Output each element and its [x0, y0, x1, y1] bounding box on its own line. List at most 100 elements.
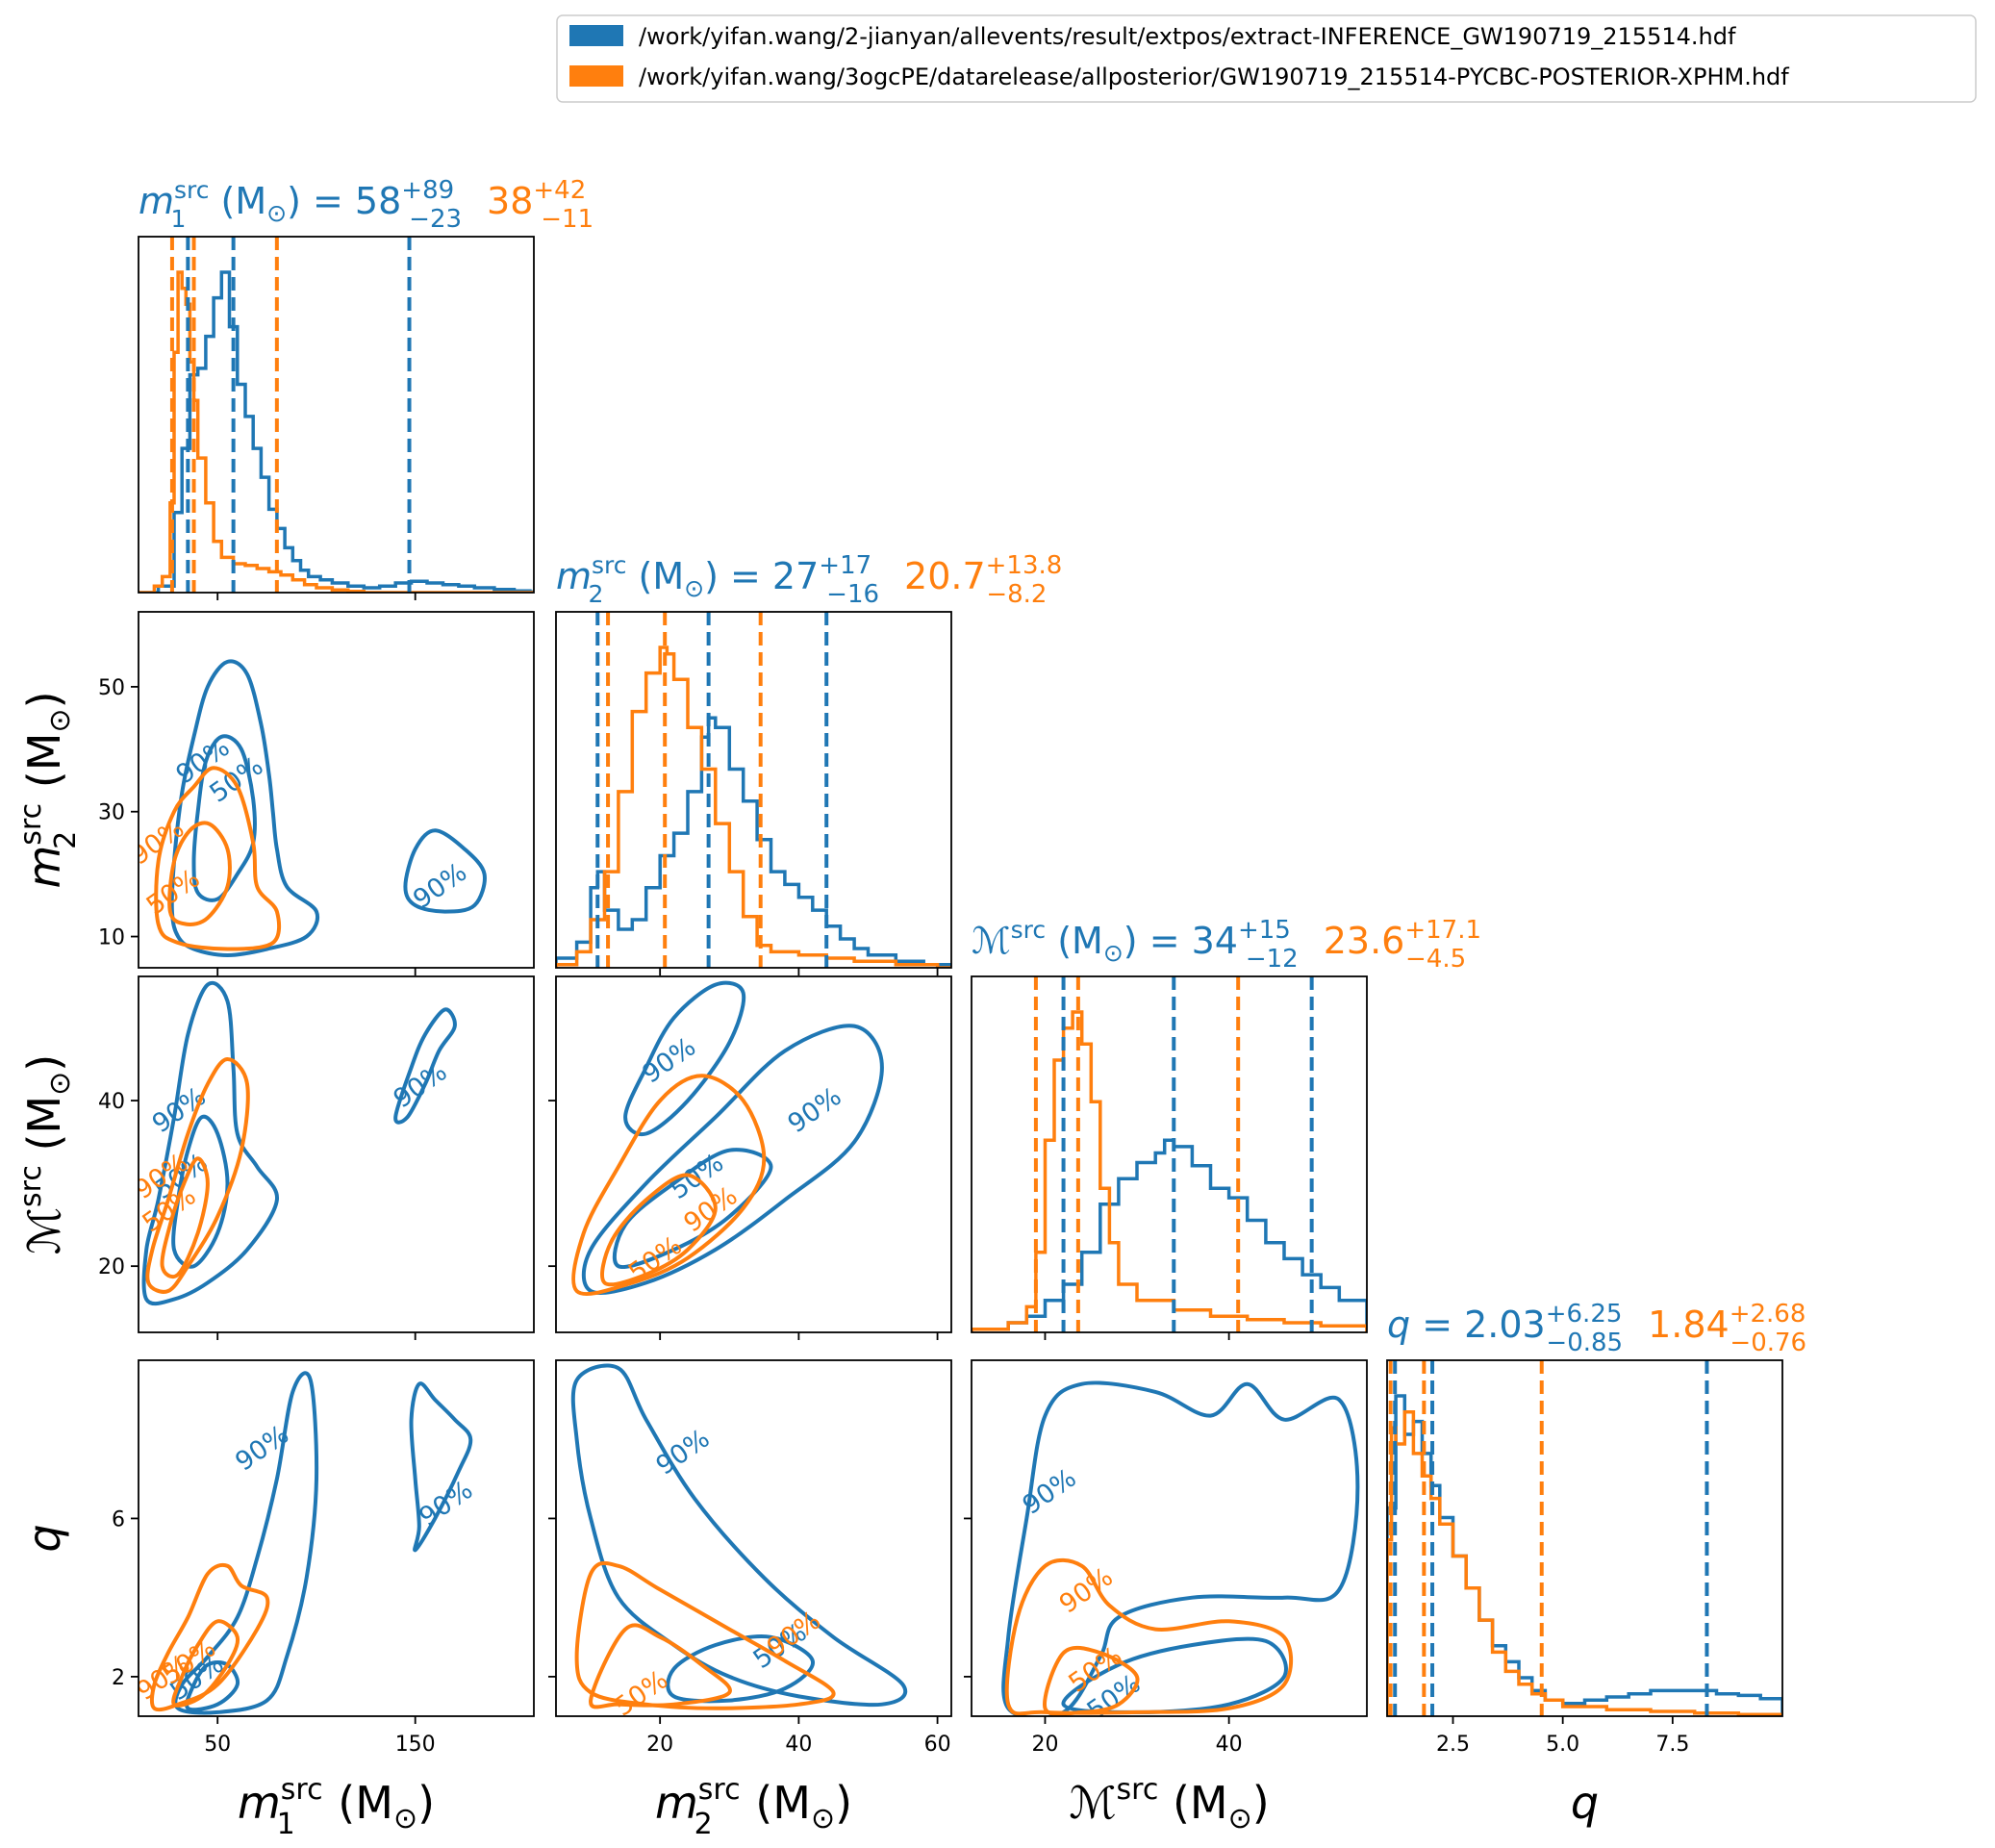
contour-plot-area-m1-m2: 90%50%90%90%50% — [139, 659, 487, 958]
hist-line-orange-m2 — [556, 646, 951, 968]
x-axis-label-q: q — [1571, 1777, 1599, 1829]
contour-blue-p90-2 — [393, 1007, 457, 1125]
x-tick-label-m1-1: 150 — [395, 1733, 436, 1757]
contour-label-blue-0: 90% — [651, 1424, 716, 1481]
legend-entry-blue: /work/yifan.wang/2-jianyan/allevents/res… — [639, 23, 1736, 50]
y-tick-label-m2-0: 10 — [98, 926, 125, 950]
title-unit-close-m2: ) — [704, 555, 719, 597]
contour-label-blue-1: 90% — [783, 1081, 847, 1139]
x-axis-label-mc-symbol: ℳ — [1069, 1777, 1116, 1829]
title-median-blue-mc: 34 — [1192, 920, 1238, 962]
y-axis-label-m2-symbol: m — [18, 846, 70, 889]
panel-title-m1: msrc 1 (M⊙) = 58+89 −23 38+42 −11 — [139, 176, 593, 234]
x-tick-label-q-2: 7.5 — [1655, 1733, 1689, 1757]
x-axis-label-mc-unit-close: ) — [1252, 1777, 1270, 1829]
x-axis-label-mc: ℳsrc (M⊙) — [1069, 1773, 1269, 1835]
legend-entry-orange: /work/yifan.wang/3ogcPE/datarelease/allp… — [639, 63, 1789, 90]
title-median-orange-q: 1.84 — [1648, 1304, 1730, 1346]
panel-frame — [555, 975, 952, 1333]
contour-orange-p90-0 — [145, 1056, 250, 1294]
title-unit-close-m1: ) — [287, 180, 301, 222]
title-plus-blue-q: +6.25 — [1546, 1300, 1623, 1329]
title-unit-mc: (M — [1046, 920, 1103, 962]
hist-plot-area-mc — [972, 976, 1367, 1332]
panel-frame — [138, 611, 535, 969]
panel-frame — [138, 975, 535, 1333]
title-plus-orange-m1: +42 — [533, 176, 586, 205]
title-minus-orange-mc: −4.5 — [1405, 945, 1466, 974]
contour-blue-p50-2 — [612, 1148, 773, 1270]
title-plus-blue-m2: +17 — [819, 551, 871, 580]
y-axis-label-mc-symbol: ℳ — [18, 1207, 70, 1254]
panel-frame-m2 — [555, 611, 952, 969]
contour-blue-p90-2 — [409, 1381, 473, 1553]
x-axis-label-m2-symbol: m — [655, 1777, 698, 1829]
y-axis-label-mc-sup: src — [14, 1165, 48, 1207]
title-plus-orange-q: +2.68 — [1730, 1300, 1806, 1329]
y-axis-label-m2-sup: src — [14, 803, 48, 846]
contour-orange-p90-0 — [154, 766, 282, 951]
contour-plot-area-m2-mc: 90%90%50%90%50% — [571, 980, 884, 1297]
title-plus-orange-m2: +13.8 — [986, 551, 1063, 580]
title-minus-orange-m1: −11 — [541, 205, 593, 234]
x-axis-label-m1-sup: src — [281, 1773, 323, 1807]
title-plus-blue-m1: +89 — [401, 176, 454, 205]
x-tick-label-m2-0: 20 — [646, 1733, 673, 1757]
contour-blue-p90-1 — [581, 1024, 884, 1296]
y-axis-label-m2-unit: (M — [18, 733, 70, 802]
x-axis-label-m2-unit-sub: ⊙ — [811, 1802, 835, 1835]
panel-contour-mc-q: 90%50%90%50% — [971, 1359, 1368, 1717]
contour-blue-p50-1 — [666, 1634, 815, 1704]
panel-frame-mc — [971, 975, 1368, 1333]
contour-plot-area-m2-q: 90%50%90%50% — [570, 1363, 908, 1716]
title-sup-mc: src — [1011, 916, 1047, 944]
title-minus-orange-m2: −8.2 — [986, 580, 1047, 609]
contour-orange-p50-1 — [167, 821, 232, 926]
title-plus-orange-mc: +17.1 — [1404, 916, 1481, 945]
x-axis-label-m1: msrc 1 (M⊙) — [238, 1773, 435, 1841]
y-tick-label-m2-1: 30 — [98, 801, 125, 825]
x-axis-label-m2-sub: 2 — [694, 1808, 713, 1841]
y-tick-label-q-1: 6 — [112, 1507, 125, 1532]
hist-line-orange-m1 — [139, 270, 534, 593]
x-axis-label-mc-unit-sub: ⊙ — [1228, 1802, 1252, 1835]
panel-frame-m1 — [138, 236, 535, 594]
title-symbol-mc: ℳ — [972, 920, 1011, 962]
contour-blue-p90-2 — [403, 828, 487, 914]
y-axis-label-mc-unit-close: ) — [18, 1054, 70, 1072]
legend-frame — [556, 14, 1977, 103]
legend-swatch-orange — [569, 65, 623, 87]
panel-hist-m2: msrc 2 (M⊙) = 27+17 −16 20.7+13.8 −8.2 — [555, 551, 1063, 969]
x-tick-label-q-1: 5.0 — [1546, 1733, 1579, 1757]
x-axis-label-m2-sup: src — [698, 1773, 741, 1807]
title-median-blue-m2: 27 — [772, 555, 819, 597]
contour-blue-p90-0 — [169, 659, 320, 958]
title-unit-m1: (M — [209, 180, 266, 222]
y-axis-label-mc: ℳsrc (M⊙) — [14, 1054, 77, 1254]
x-axis-label-m1-unit-close: ) — [417, 1777, 435, 1829]
title-median-orange-m2: 20.7 — [904, 555, 986, 597]
x-axis-label-m2-unit-close: ) — [835, 1777, 852, 1829]
contour-blue-p90-0 — [623, 980, 746, 1137]
hist-line-blue-m1 — [139, 270, 534, 593]
hist-plot-area-m2 — [556, 612, 951, 968]
panel-frame — [138, 1359, 535, 1717]
title-unit-m2: (M — [626, 555, 684, 597]
x-axis-label-m1-unit-sub: ⊙ — [393, 1802, 417, 1835]
hist-line-blue-q — [1387, 1394, 1782, 1716]
y-axis-label-mc-unit-sub: ⊙ — [43, 1072, 77, 1096]
panel-title-mc: ℳsrc (M⊙) = 34+15 −12 23.6+17.1 −4.5 — [972, 916, 1481, 974]
contour-label-blue-0: 90% — [637, 1032, 701, 1090]
x-tick-label-mc-1: 40 — [1216, 1733, 1243, 1757]
x-axis-label-mc-sup: src — [1117, 1773, 1159, 1807]
panel-title-q: q = 2.03+6.25 −0.85 1.84+2.68 −0.76 — [1387, 1300, 1806, 1357]
title-sub-m2: 2 — [589, 580, 604, 608]
x-tick-label-m1-0: 50 — [204, 1733, 231, 1757]
title-equals-m1: = — [301, 180, 355, 222]
y-axis-label-m2: msrc2 (M⊙) — [14, 691, 83, 888]
title-symbol-q: q — [1387, 1304, 1410, 1346]
y-axis-label-mc-unit: (M — [18, 1096, 70, 1165]
title-sup-m2: src — [592, 551, 627, 579]
title-minus-blue-mc: −12 — [1246, 945, 1299, 974]
title-equals-q: = — [1410, 1304, 1464, 1346]
